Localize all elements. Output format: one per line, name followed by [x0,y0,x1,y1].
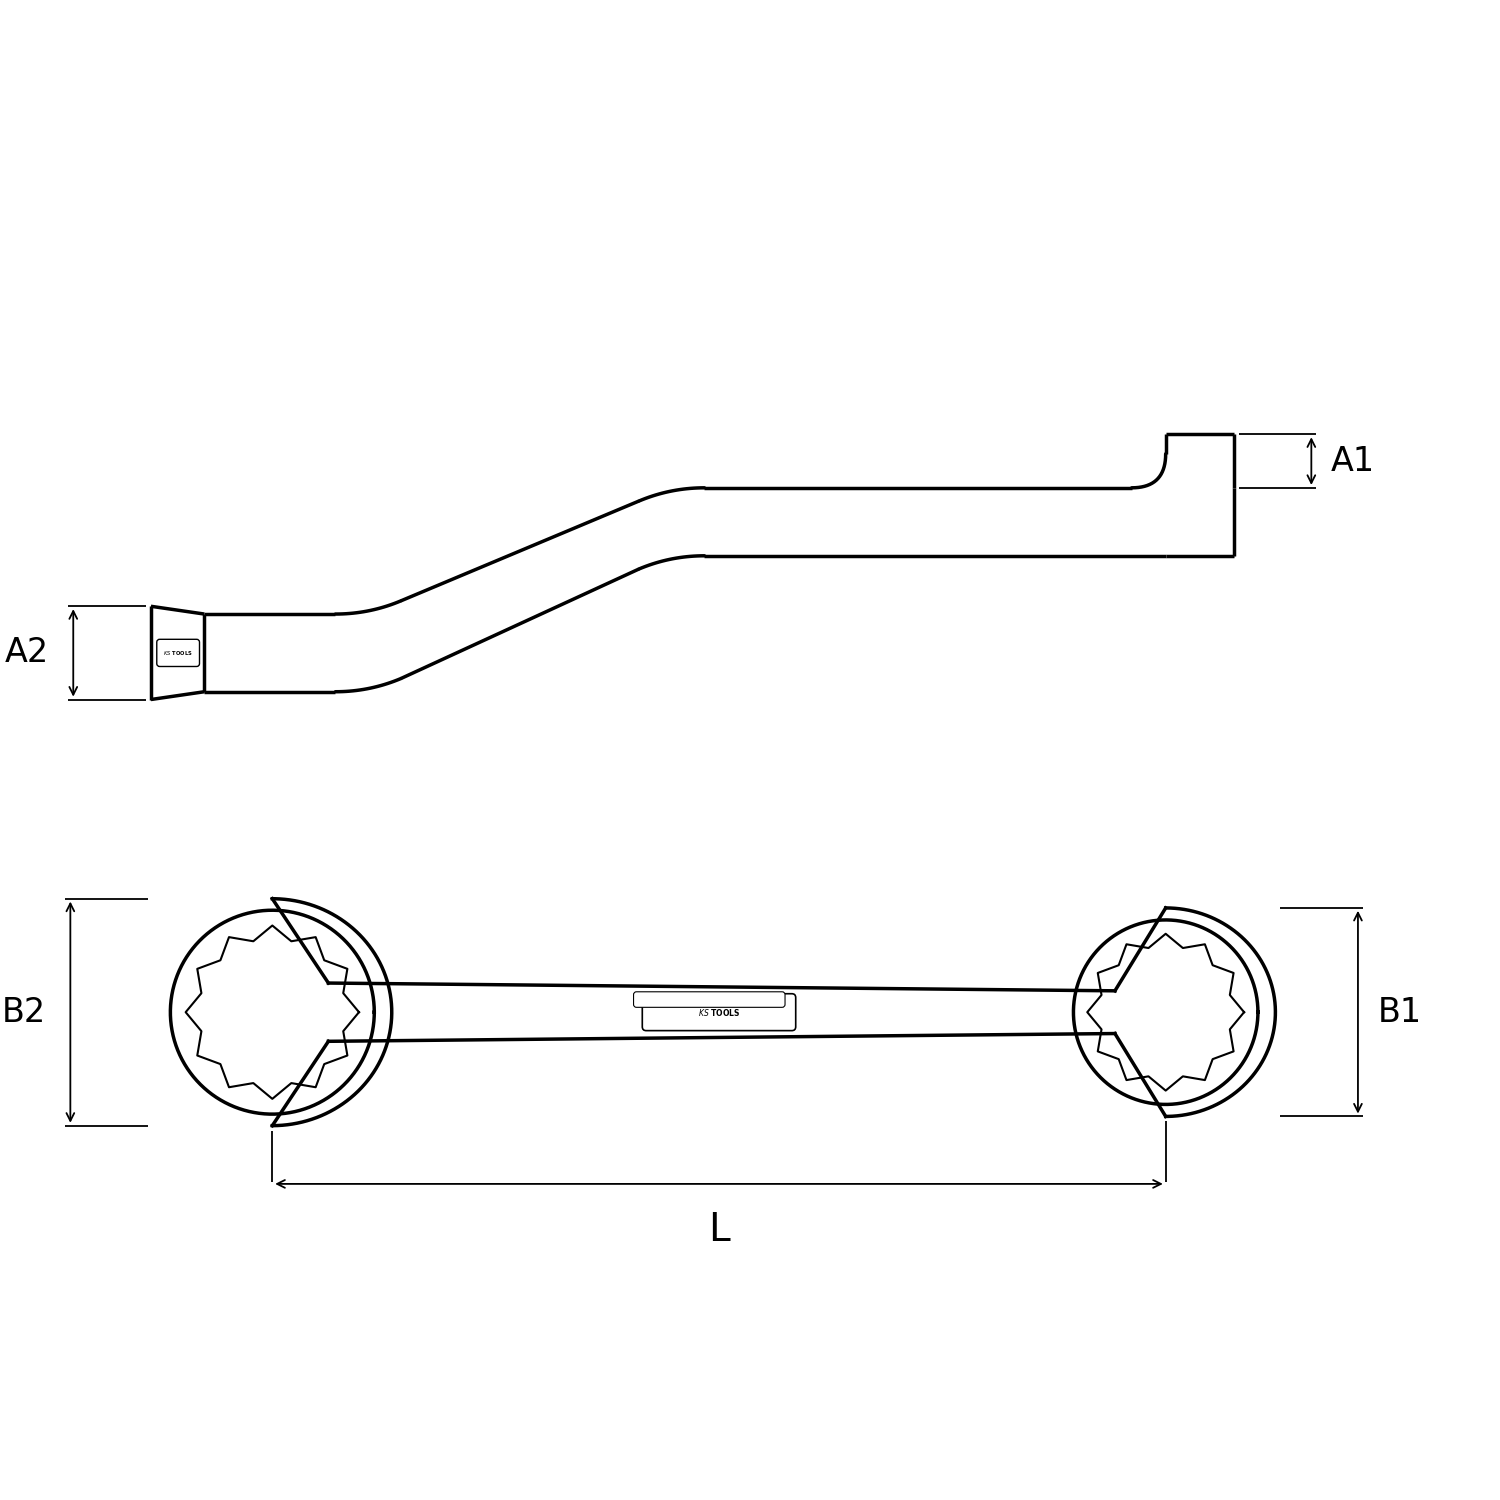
Text: $\mathit{KS}$ TOOLS: $\mathit{KS}$ TOOLS [698,1007,740,1017]
Text: $\mathit{KS}$ TOOLS: $\mathit{KS}$ TOOLS [164,650,194,657]
Text: A2: A2 [4,636,50,669]
Text: L: L [708,1210,730,1249]
Text: A1: A1 [1330,444,1376,477]
Text: B2: B2 [2,996,46,1029]
FancyBboxPatch shape [642,993,795,1030]
Text: B1: B1 [1377,996,1422,1029]
FancyBboxPatch shape [633,992,784,1008]
FancyBboxPatch shape [158,639,200,666]
